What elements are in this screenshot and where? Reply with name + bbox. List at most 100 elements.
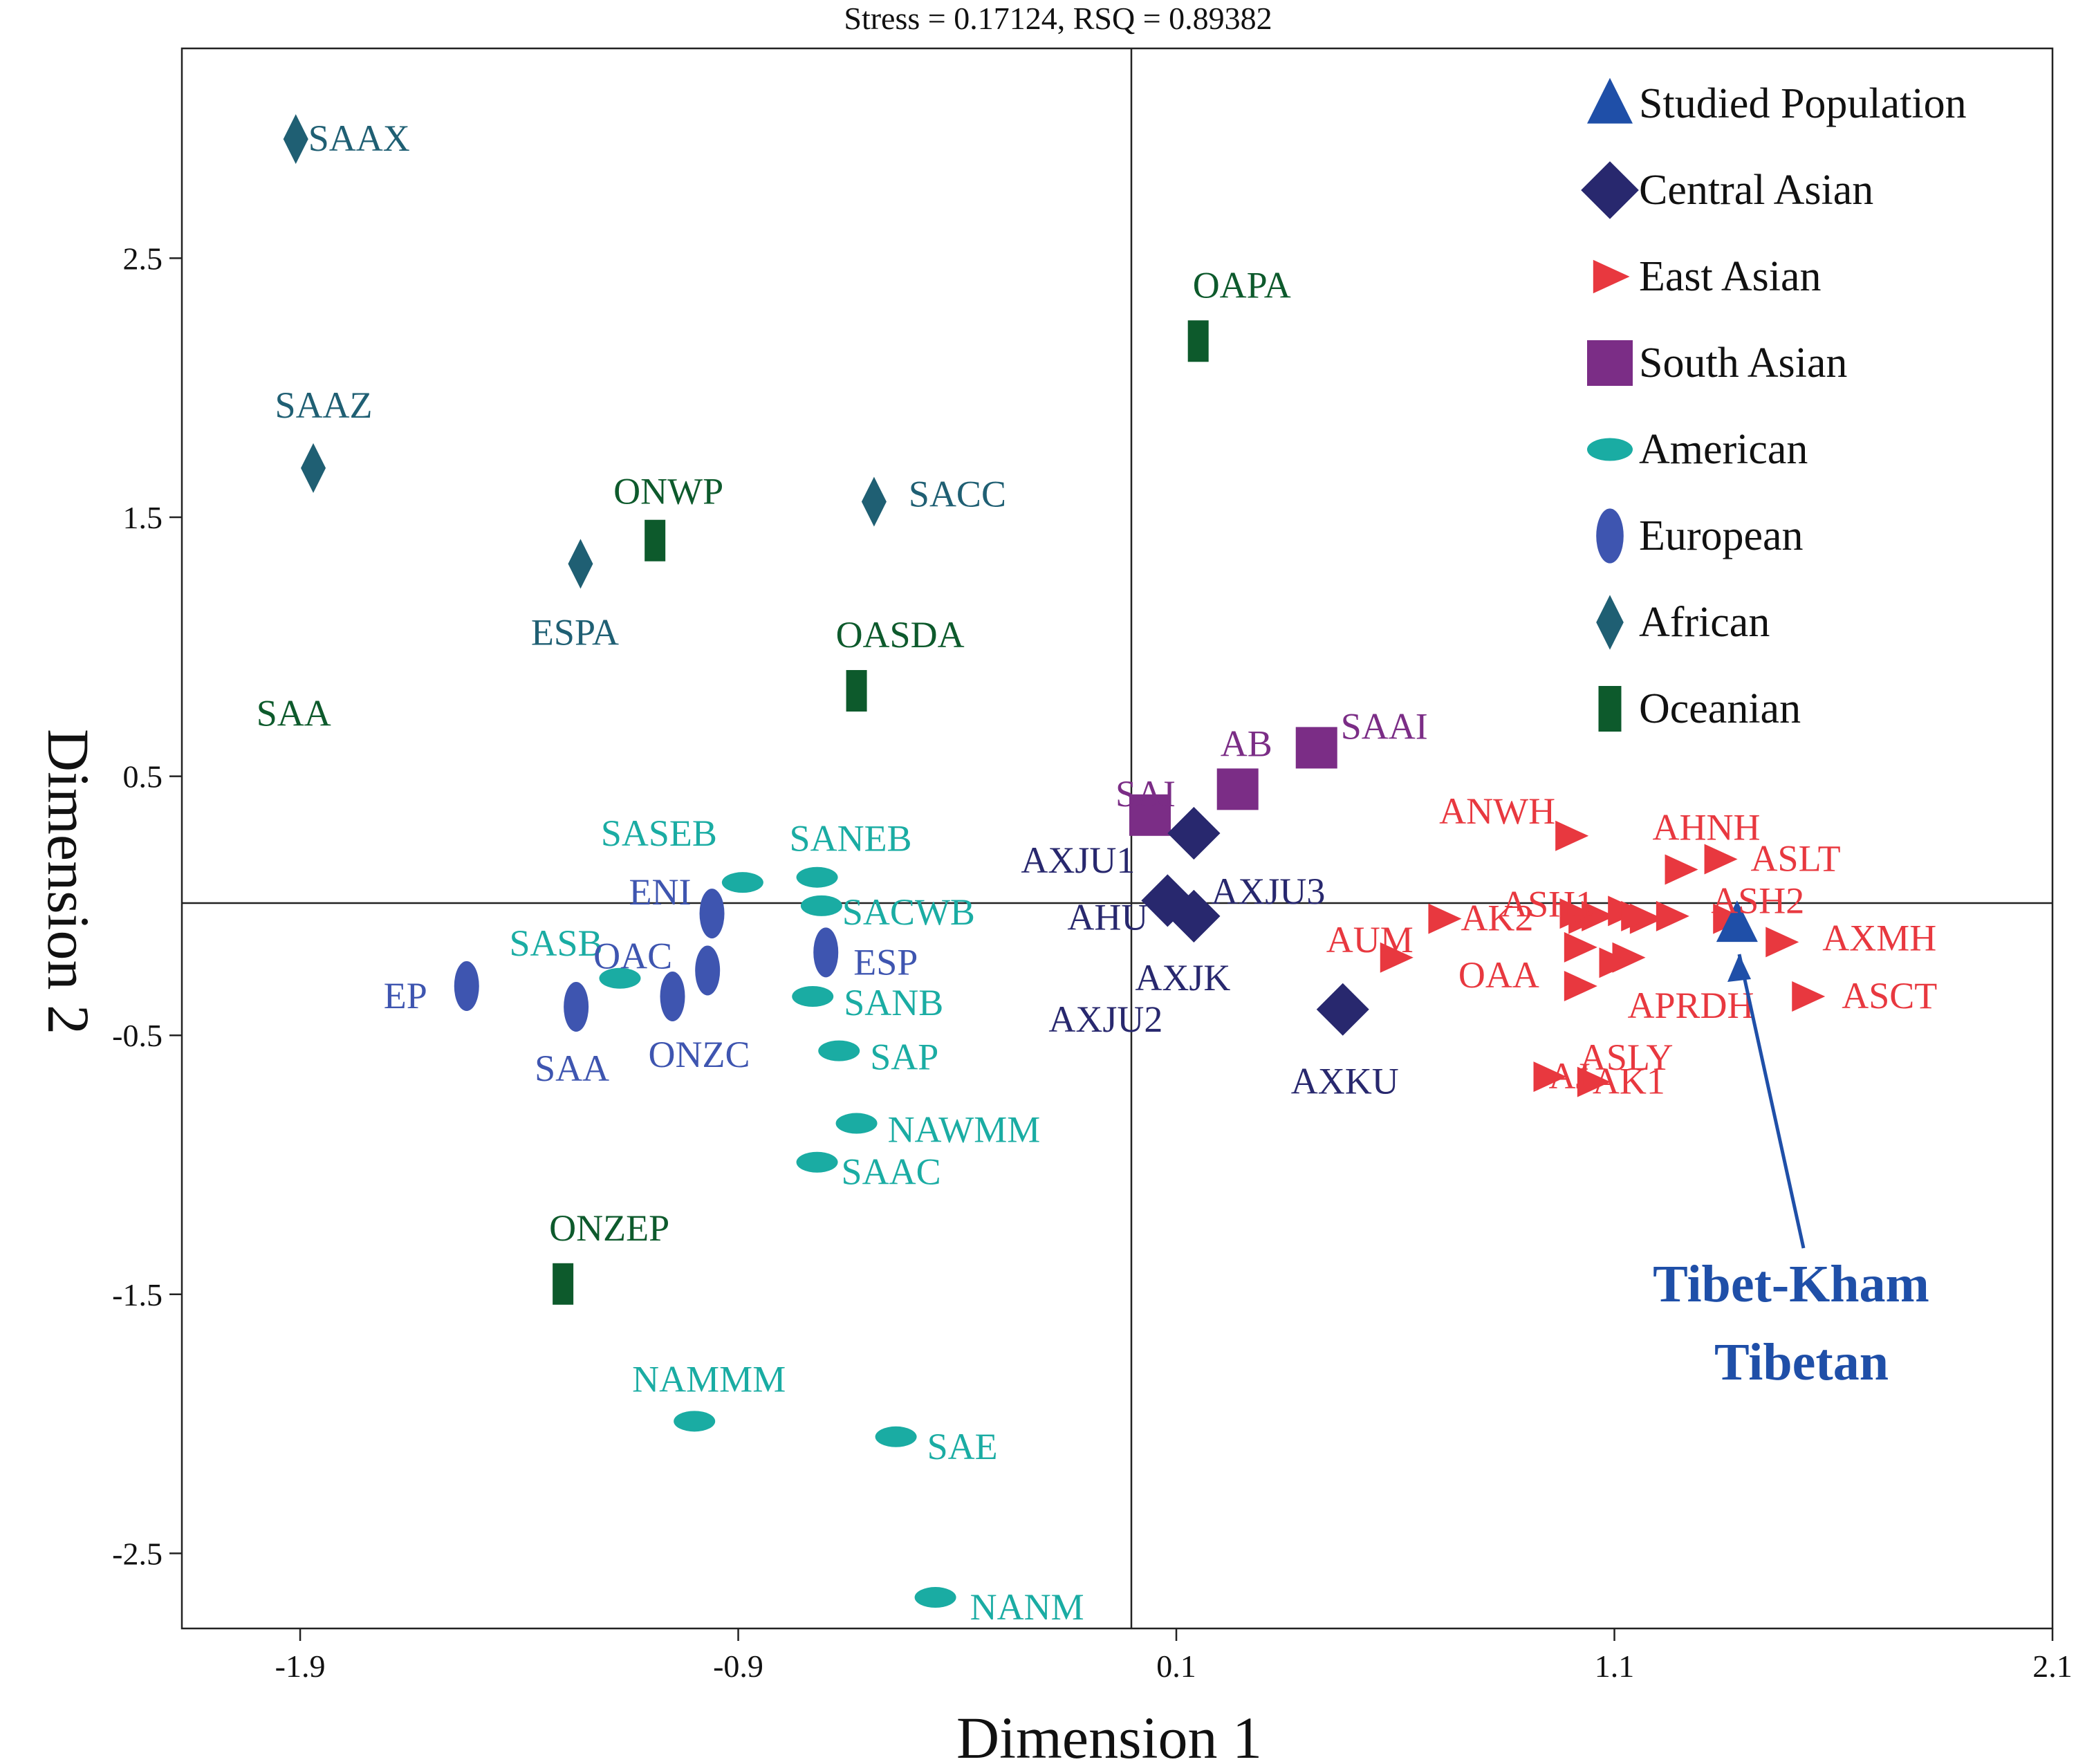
point-label: OAPA (1193, 264, 1291, 306)
american-point-marker (792, 986, 834, 1007)
point-label: OASDA (836, 614, 965, 656)
legend-marker-european (1596, 508, 1624, 564)
point-label: ONWP (613, 471, 723, 512)
point-label: OAC (593, 936, 672, 977)
american-point-marker (800, 895, 842, 916)
point-label: AK1 (1593, 1061, 1665, 1102)
point-label: SAAZ (275, 384, 373, 426)
x-tick-label: 1.1 (1595, 1649, 1635, 1684)
east-point-marker (1428, 903, 1462, 934)
african-point-marker (301, 443, 326, 493)
annotation-arrow-line (1737, 954, 1806, 1249)
european-point-marker (695, 945, 721, 996)
point-label: ASH2 (1711, 880, 1804, 922)
studied-population-annotation: Tibet-Kham Tibetan (1653, 954, 1929, 1391)
point-label: ENI (629, 871, 692, 913)
legend: Studied Population Central Asian East Asia… (1581, 77, 1967, 732)
point-label: SANB (844, 982, 943, 1023)
east-point-marker (1621, 900, 1655, 931)
point-label: SAP (870, 1037, 938, 1078)
legend-label-european: European (1639, 512, 1804, 559)
y-tick-label: -1.5 (112, 1277, 163, 1312)
y-axis-label: Dimension 2 (35, 729, 102, 1034)
point-label: ASCT (1842, 975, 1937, 1016)
south-point-marker (1295, 727, 1337, 769)
central-point-marker (1167, 807, 1221, 860)
point-label: SANEB (790, 818, 912, 860)
legend-label-oceanian: Oceanian (1639, 685, 1801, 732)
point-label: NAWMM (888, 1109, 1041, 1151)
east-point-marker (1704, 844, 1738, 875)
east-point-marker (1582, 900, 1615, 931)
american-point-marker (674, 1411, 716, 1432)
american-point-marker (796, 866, 838, 888)
american-point-marker (599, 967, 641, 989)
studied-point-marker (1716, 900, 1758, 943)
y-tick-label: -2.5 (112, 1536, 163, 1571)
european-point-marker (660, 972, 685, 1021)
point-label: OAA (1458, 954, 1539, 996)
point-label: ASLT (1751, 837, 1841, 879)
east-point-marker (1656, 900, 1689, 931)
south-point-marker (1129, 794, 1171, 836)
y-axis-ticks: 2.5 1.5 0.5 -0.5 -1.5 -2.5 (112, 241, 182, 1571)
point-label: EP (384, 975, 427, 1016)
point-label: AXMH (1822, 917, 1936, 958)
legend-label-african: African (1639, 599, 1770, 646)
annotation-line1: Tibet-Kham (1653, 1255, 1929, 1313)
chart-title: Stress = 0.17124, RSQ = 0.89382 (844, 1, 1272, 36)
x-axis-label: Dimension 1 (956, 1705, 1262, 1764)
point-label: ESP (853, 941, 918, 983)
central-point-marker (1316, 983, 1369, 1036)
point-label: SAAI (1341, 705, 1428, 747)
annotation-arrow-head (1727, 954, 1751, 982)
legend-label-south: South Asian (1639, 340, 1847, 387)
point-label: SASB (509, 922, 602, 964)
european-point-marker (454, 961, 479, 1012)
point-label: AJ (1548, 1055, 1590, 1097)
european-point-marker (699, 889, 725, 939)
annotation-line2: Tibetan (1714, 1333, 1889, 1391)
south-point-marker (1216, 768, 1259, 810)
east-point-marker (1564, 931, 1597, 963)
east-point-marker (1792, 981, 1826, 1012)
point-label: ONZEP (549, 1207, 669, 1249)
african-point-marker (568, 539, 593, 589)
y-tick-label: 0.5 (123, 759, 163, 795)
x-axis-ticks: -1.9 -0.9 0.1 1.1 2.1 (275, 1628, 2073, 1684)
legend-marker-south (1587, 340, 1633, 386)
point-label: AHNH (1653, 806, 1761, 848)
point-label: AXJU2 (1048, 999, 1162, 1040)
point-label: ASLY (1579, 1037, 1674, 1078)
east-point-marker (1599, 947, 1633, 978)
legend-marker-american (1587, 438, 1633, 461)
legend-marker-african (1596, 595, 1624, 650)
point-label: SACC (909, 474, 1006, 515)
central-point-marker (1167, 889, 1221, 943)
point-label: NANM (970, 1586, 1084, 1628)
east-point-marker (1380, 942, 1414, 973)
y-tick-label: 2.5 (123, 241, 163, 276)
point-label: AXJU1 (1021, 839, 1135, 881)
american-point-marker (914, 1587, 956, 1608)
legend-marker-central (1581, 161, 1639, 219)
point-label: AXKU (1291, 1061, 1399, 1102)
x-tick-label: -0.9 (713, 1649, 763, 1684)
legend-marker-east (1593, 259, 1630, 294)
american-point-marker (796, 1151, 838, 1173)
african-point-marker (283, 114, 308, 165)
legend-label-central: Central Asian (1639, 167, 1873, 214)
point-labels: SAAX SAAZ ESPA SACC ONWP OASDA OAPA ONZEP SAA SAI… (257, 118, 1938, 1628)
legend-marker-oceanian (1598, 686, 1622, 732)
east-point-marker (1577, 1066, 1611, 1097)
point-label: ESPA (531, 611, 619, 653)
point-label: SASEB (601, 813, 717, 854)
legend-marker-studied (1587, 77, 1633, 124)
point-label: SAAX (308, 118, 410, 159)
east-point-marker (1665, 854, 1698, 885)
point-label: SACWB (842, 891, 975, 933)
point-label: SAAC (842, 1151, 941, 1193)
point-label: SAA (257, 693, 331, 734)
point-label: ONZC (649, 1034, 750, 1075)
